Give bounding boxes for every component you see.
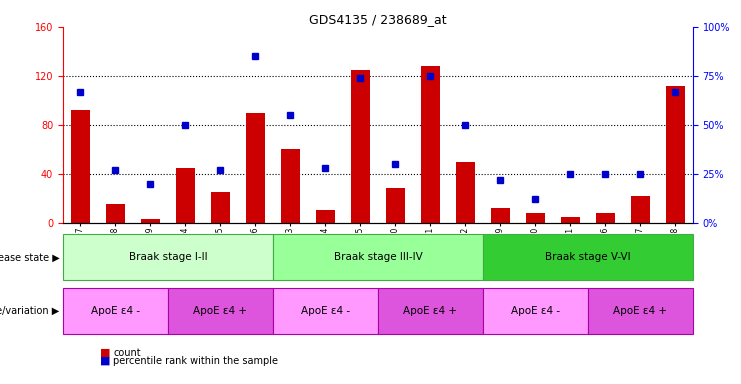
Bar	[456, 162, 475, 223]
Bar	[71, 110, 90, 223]
Bar	[386, 189, 405, 223]
Bar	[665, 86, 685, 223]
Text: ApoE ε4 +: ApoE ε4 +	[614, 306, 668, 316]
Text: Braak stage V-VI: Braak stage V-VI	[545, 252, 631, 262]
Text: percentile rank within the sample: percentile rank within the sample	[113, 356, 279, 366]
Text: ■: ■	[100, 348, 110, 358]
Text: ApoE ε4 -: ApoE ε4 -	[301, 306, 350, 316]
Bar	[316, 210, 335, 223]
Bar	[63, 234, 273, 280]
Bar	[281, 149, 300, 223]
Bar	[141, 219, 160, 223]
Bar	[631, 196, 650, 223]
Text: ApoE ε4 +: ApoE ε4 +	[193, 306, 247, 316]
Bar	[483, 234, 693, 280]
Text: ApoE ε4 -: ApoE ε4 -	[511, 306, 560, 316]
Text: ■: ■	[100, 356, 110, 366]
Bar	[483, 288, 588, 334]
Text: Braak stage III-IV: Braak stage III-IV	[333, 252, 422, 262]
Text: genotype/variation ▶: genotype/variation ▶	[0, 306, 59, 316]
Bar	[168, 288, 273, 334]
Bar	[378, 288, 483, 334]
Bar	[63, 288, 168, 334]
Text: Braak stage I-II: Braak stage I-II	[129, 252, 207, 262]
Bar	[273, 288, 378, 334]
Bar	[176, 168, 195, 223]
Bar	[350, 70, 370, 223]
Bar	[588, 288, 693, 334]
Bar	[273, 234, 483, 280]
Text: ApoE ε4 -: ApoE ε4 -	[91, 306, 140, 316]
Text: disease state ▶: disease state ▶	[0, 252, 59, 262]
Text: ApoE ε4 +: ApoE ε4 +	[403, 306, 457, 316]
Bar	[561, 217, 580, 223]
Bar	[106, 204, 125, 223]
Title: GDS4135 / 238689_at: GDS4135 / 238689_at	[309, 13, 447, 26]
Bar	[526, 213, 545, 223]
Bar	[491, 208, 510, 223]
Bar	[421, 66, 440, 223]
Bar	[211, 192, 230, 223]
Text: count: count	[113, 348, 141, 358]
Bar	[596, 213, 615, 223]
Bar	[246, 113, 265, 223]
